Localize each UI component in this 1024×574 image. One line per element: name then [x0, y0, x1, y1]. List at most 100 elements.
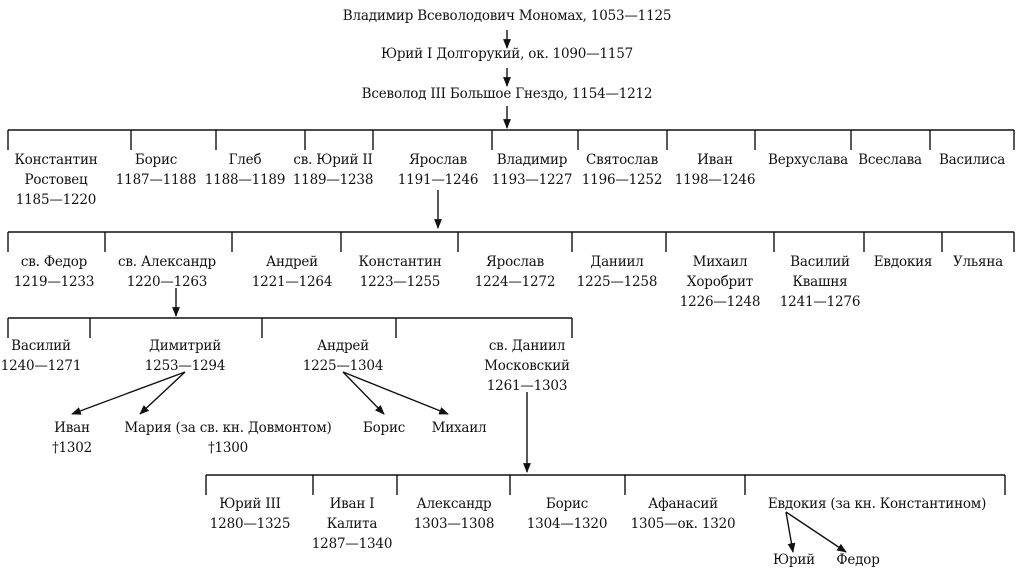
person-line: Юрий III: [219, 496, 281, 512]
person-yaroslav-1: Ярослав 1191—1246: [397, 150, 479, 190]
person-line: 1220—1263: [126, 274, 208, 290]
person-vasilisa: Василиса: [939, 150, 1005, 170]
person-line: 1225—1258: [576, 274, 658, 290]
person-line: 1223—1255: [359, 274, 441, 290]
person-line: Даниил: [590, 254, 644, 270]
person-line: Андрей: [317, 338, 369, 354]
person-line: Федор: [836, 552, 880, 568]
person-line: Квашня: [792, 274, 848, 290]
person-boris-2: Борис: [363, 418, 405, 438]
person-line: Глеб: [228, 152, 262, 168]
person-line: Борис: [545, 496, 589, 512]
person-line: †1302: [51, 440, 93, 456]
person-line: Ярослав: [408, 152, 468, 168]
person-line: св. Юрий II: [293, 152, 373, 168]
person-gleb: Глеб 1188—1189: [204, 150, 286, 190]
person-line: Димитрий: [149, 338, 221, 354]
person-svyatoslav: Святослав 1196—1252: [582, 150, 663, 190]
person-konstantin-2: Константин 1223—1255: [358, 252, 441, 292]
person-ivan-1: Иван 1198—1246: [674, 150, 756, 190]
person-boris-3: Борис 1304—1320: [526, 494, 608, 534]
person-line: 1224—1272: [474, 274, 556, 290]
person-vladimir-2: Владимир 1193—1227: [491, 150, 573, 190]
person-line: 1303—1308: [413, 516, 495, 532]
arrow-evdokia-to-yuri: [785, 511, 796, 553]
person-line: 1221—1264: [251, 274, 333, 290]
arrow-evdokia-to-fedor: [785, 511, 847, 553]
person-line: Московский: [484, 358, 570, 374]
person-line: Ростовец: [24, 172, 88, 188]
person-line: Калита: [326, 516, 378, 532]
person-ivan-kalita: Иван I Калита 1287—1340: [311, 494, 393, 554]
person-line: Юрий: [773, 552, 815, 568]
person-line: Юрий I Долгорукий, ок. 1090—1157: [380, 46, 634, 62]
person-vsevolod-iii: Всеволод III Большое Гнездо, 1154—1212: [362, 84, 653, 104]
person-line: 1287—1340: [311, 536, 393, 552]
person-fedor-2: Федор: [836, 550, 879, 570]
person-line: Всеволод III Большое Гнездо, 1154—1212: [361, 86, 653, 102]
person-line: 1188—1189: [204, 172, 286, 188]
person-line: 1280—1325: [209, 516, 291, 532]
person-line: Ярослав: [485, 254, 545, 270]
person-line: Афанасий: [648, 496, 718, 512]
person-line: 1189—1238: [292, 172, 374, 188]
person-yuri-dolgoruky: Юрий I Долгорукий, ок. 1090—1157: [381, 44, 633, 64]
person-boris-1: Борис 1187—1188: [115, 150, 197, 190]
person-ulyana: Ульяна: [953, 252, 1003, 272]
person-line: 1198—1246: [674, 172, 756, 188]
person-line: Василий: [790, 254, 850, 270]
arrow-andrey-to-mikhail: [342, 371, 449, 415]
person-line: Владимир Всеволодович Мономах, 1053—1125: [342, 8, 672, 24]
person-verkhuslava: Верхуслава: [768, 150, 848, 170]
person-mikhail-2: Михаил: [432, 418, 487, 438]
person-line: 1304—1320: [526, 516, 608, 532]
person-maria: Мария (за св. кн. Довмонтом) †1300: [124, 418, 331, 458]
person-line: 1191—1246: [397, 172, 479, 188]
person-line: Михаил: [431, 420, 487, 436]
person-line: †1300: [207, 440, 249, 456]
person-line: Борис: [362, 420, 406, 436]
person-mikhail-khorobrit: Михаил Хоробрит 1226—1248: [679, 252, 761, 312]
person-vseslava: Всеслава: [858, 150, 922, 170]
person-line: Всеслава: [858, 152, 922, 168]
person-line: Константин: [14, 152, 98, 168]
person-line: Мария (за св. кн. Довмонтом): [124, 420, 332, 436]
person-line: 1193—1227: [491, 172, 573, 188]
person-line: св. Александр: [118, 254, 216, 270]
person-alexander-2: Александр 1303—1308: [413, 494, 495, 534]
arrow-andrey-to-boris: [342, 371, 385, 415]
person-line: 1261—1303: [486, 378, 568, 394]
person-konstantin-rostovets: Константин Ростовец 1185—1220: [14, 150, 97, 210]
person-line: 1226—1248: [679, 294, 761, 310]
person-ivan-2: Иван †1302: [52, 418, 92, 458]
person-daniil-1: Даниил 1225—1258: [576, 252, 658, 292]
person-line: 1185—1220: [15, 192, 97, 208]
person-line: св. Даниил: [488, 338, 566, 354]
person-line: 1187—1188: [115, 172, 197, 188]
person-yuri-ii: св. Юрий II 1189—1238: [292, 150, 374, 190]
person-dmitry: Димитрий 1253—1294: [144, 336, 226, 376]
person-vasily-kvashnya: Василий Квашня 1241—1276: [779, 252, 861, 312]
person-line: 1305—ок. 1320: [630, 516, 736, 532]
person-line: Хоробрит: [686, 274, 754, 290]
person-line: Константин: [358, 254, 442, 270]
person-line: Василий: [11, 338, 71, 354]
person-line: св. Федор: [20, 254, 88, 270]
person-line: Борис: [134, 152, 178, 168]
person-line: 1253—1294: [144, 358, 226, 374]
person-line: Иван: [697, 152, 733, 168]
person-line: 1241—1276: [779, 294, 861, 310]
person-line: Александр: [416, 496, 492, 512]
arrow-dmitry-to-ivan: [71, 371, 186, 415]
person-evdokia-2: Евдокия (за кн. Константином): [768, 494, 987, 514]
person-line: Ульяна: [952, 254, 1004, 270]
person-line: Андрей: [266, 254, 318, 270]
person-line: Иван: [54, 420, 90, 436]
person-andrey-1: Андрей 1221—1264: [251, 252, 333, 292]
person-line: Верхуслава: [768, 152, 848, 168]
person-line: Святослав: [585, 152, 659, 168]
person-line: Иван I: [329, 496, 375, 512]
person-line: Михаил: [692, 254, 748, 270]
person-vasily-2: Василий 1240—1271: [1, 336, 82, 376]
